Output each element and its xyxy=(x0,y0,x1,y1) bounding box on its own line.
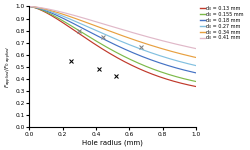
d₀ = 0.27 mm xyxy=(161,56,164,57)
d₀ = 0.155 mm xyxy=(45,11,48,13)
d₀ = 0.18 mm xyxy=(101,38,104,40)
d₀ = 0.18 mm xyxy=(28,6,31,7)
d₀ = 0.27 mm xyxy=(101,33,104,34)
d₀ = 0.13 mm xyxy=(95,45,98,46)
d₀ = 0.13 mm xyxy=(158,76,161,78)
Legend: d₀ = 0.13 mm, d₀ = 0.155 mm, d₀ = 0.18 mm, d₀ = 0.27 mm, d₀ = 0.34 mm, d₀ = 0.41: d₀ = 0.13 mm, d₀ = 0.155 mm, d₀ = 0.18 m… xyxy=(198,4,246,42)
d₀ = 0.13 mm xyxy=(45,12,48,14)
d₀ = 0.41 mm xyxy=(101,23,104,25)
d₀ = 0.34 mm xyxy=(195,57,198,59)
d₀ = 0.13 mm xyxy=(28,6,31,7)
d₀ = 0.155 mm xyxy=(28,6,31,7)
Y-axis label: $F_{applied}/F_{0\ applied}$: $F_{applied}/F_{0\ applied}$ xyxy=(4,46,14,88)
d₀ = 0.41 mm xyxy=(142,35,146,37)
d₀ = 0.18 mm xyxy=(95,35,98,36)
d₀ = 0.155 mm xyxy=(195,81,198,82)
d₀ = 0.27 mm xyxy=(158,55,161,56)
d₀ = 0.27 mm xyxy=(195,65,198,67)
d₀ = 0.41 mm xyxy=(95,21,98,23)
d₀ = 0.41 mm xyxy=(195,48,198,50)
d₀ = 0.34 mm xyxy=(45,8,48,10)
Line: d₀ = 0.27 mm: d₀ = 0.27 mm xyxy=(29,6,196,66)
d₀ = 0.13 mm xyxy=(195,86,198,87)
d₀ = 0.155 mm xyxy=(161,72,164,73)
Line: d₀ = 0.34 mm: d₀ = 0.34 mm xyxy=(29,6,196,58)
d₀ = 0.34 mm xyxy=(158,47,161,49)
X-axis label: Hole radius (mm): Hole radius (mm) xyxy=(82,139,143,146)
d₀ = 0.155 mm xyxy=(95,40,98,42)
d₀ = 0.18 mm xyxy=(158,62,161,64)
d₀ = 0.155 mm xyxy=(101,44,104,46)
d₀ = 0.27 mm xyxy=(28,6,31,7)
d₀ = 0.34 mm xyxy=(101,28,104,29)
d₀ = 0.41 mm xyxy=(45,8,48,10)
d₀ = 0.34 mm xyxy=(95,25,98,27)
d₀ = 0.27 mm xyxy=(95,30,98,32)
d₀ = 0.155 mm xyxy=(158,70,161,72)
d₀ = 0.34 mm xyxy=(142,42,146,44)
d₀ = 0.155 mm xyxy=(142,64,146,66)
d₀ = 0.27 mm xyxy=(142,49,146,51)
d₀ = 0.18 mm xyxy=(195,72,198,74)
d₀ = 0.41 mm xyxy=(158,39,161,41)
Line: d₀ = 0.41 mm: d₀ = 0.41 mm xyxy=(29,6,196,49)
Line: d₀ = 0.155 mm: d₀ = 0.155 mm xyxy=(29,6,196,82)
d₀ = 0.18 mm xyxy=(161,63,164,65)
d₀ = 0.13 mm xyxy=(161,77,164,79)
d₀ = 0.18 mm xyxy=(142,56,146,58)
d₀ = 0.41 mm xyxy=(161,40,164,42)
d₀ = 0.41 mm xyxy=(28,6,31,7)
d₀ = 0.34 mm xyxy=(161,48,164,50)
Line: d₀ = 0.13 mm: d₀ = 0.13 mm xyxy=(29,6,196,87)
d₀ = 0.27 mm xyxy=(45,9,48,11)
d₀ = 0.13 mm xyxy=(101,48,104,50)
Line: d₀ = 0.18 mm: d₀ = 0.18 mm xyxy=(29,6,196,73)
d₀ = 0.13 mm xyxy=(142,70,146,72)
d₀ = 0.34 mm xyxy=(28,6,31,7)
d₀ = 0.18 mm xyxy=(45,10,48,12)
